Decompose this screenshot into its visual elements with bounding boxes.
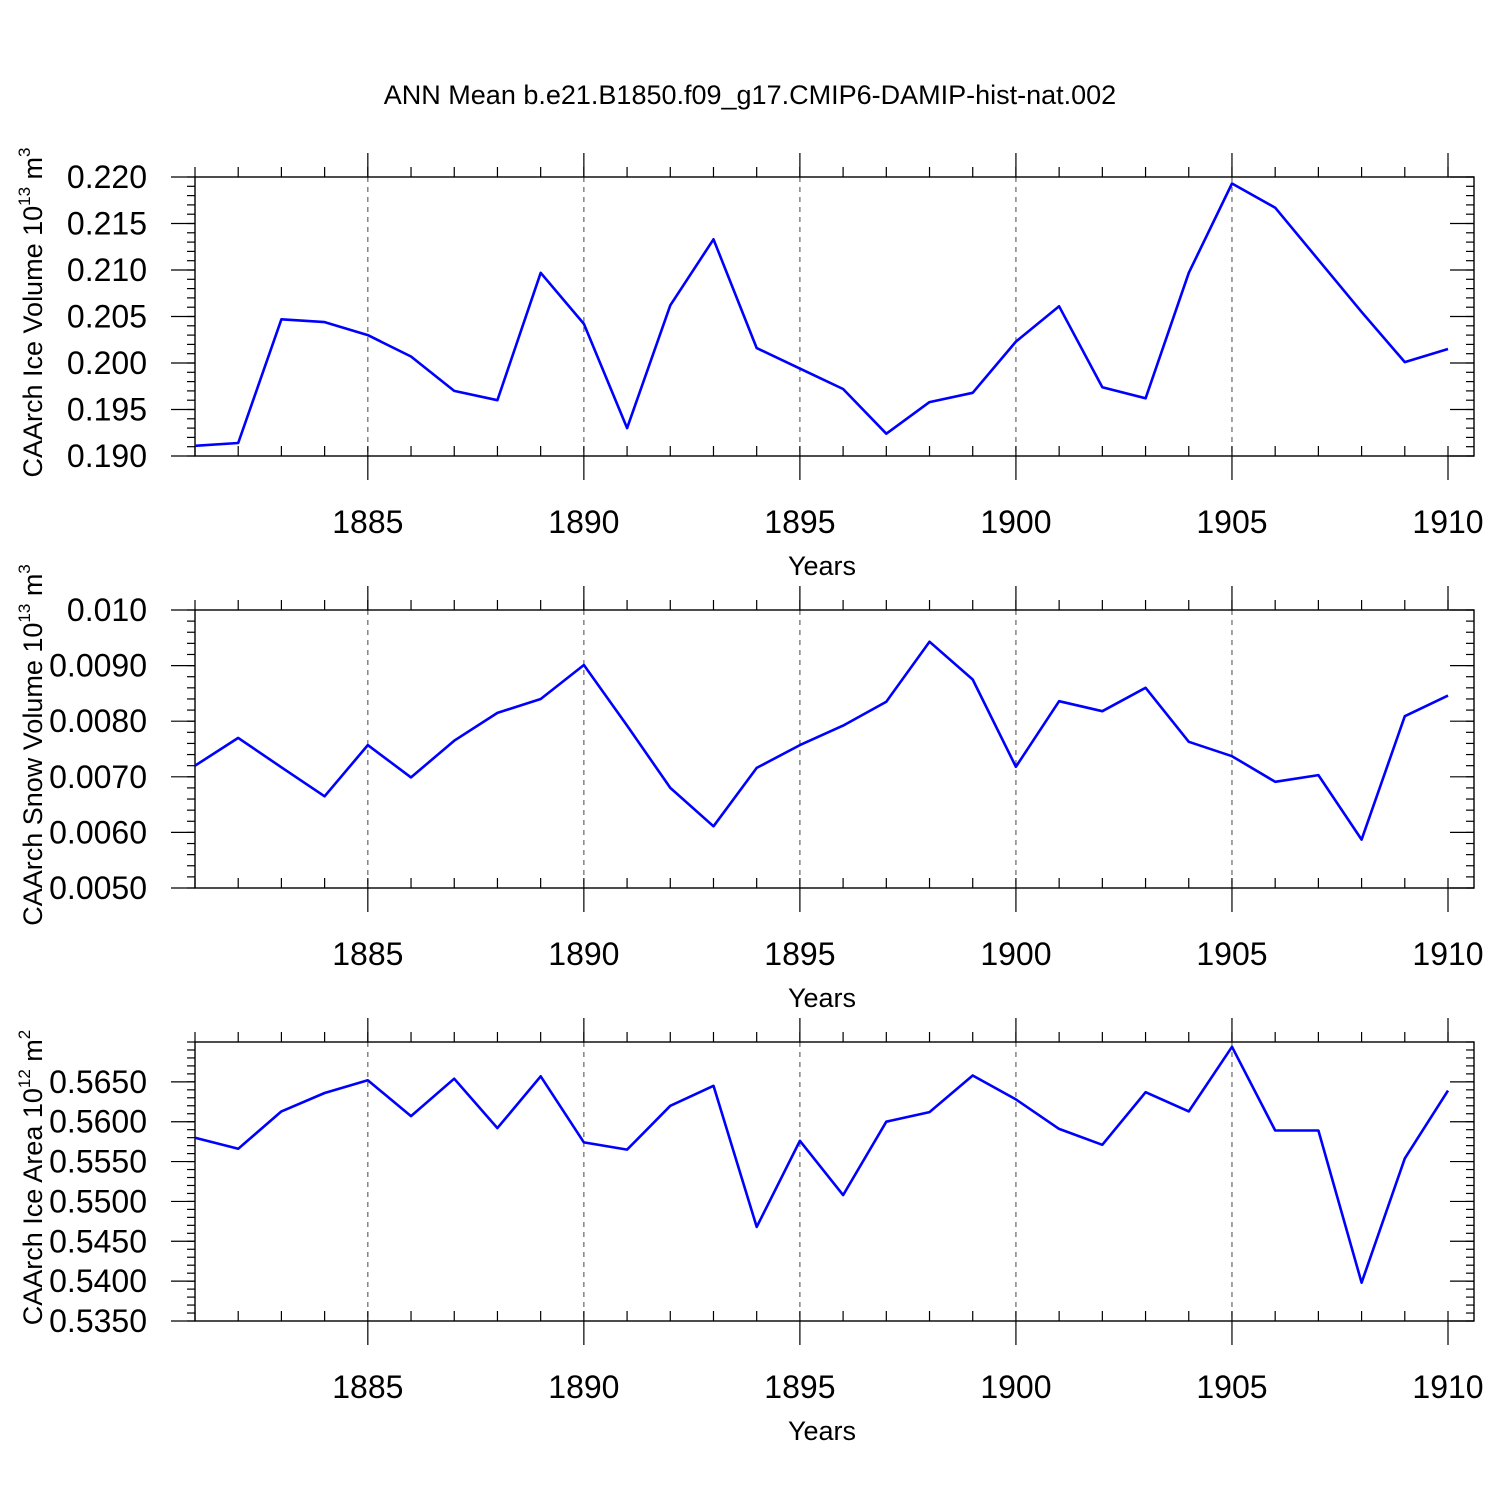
- y-axis-label: CAArch Ice Volume 1013 m3: [15, 147, 48, 477]
- plot-frame: [194, 176, 1475, 457]
- y-tick-label: 0.0090: [49, 648, 147, 684]
- y-tick-label: 0.200: [67, 345, 147, 381]
- y-tick-label: 0.0060: [49, 814, 147, 850]
- x-tick-label: 1885: [332, 1369, 403, 1405]
- series-line: [194, 1045, 1450, 1284]
- chart-panels: 1885 1890 1895 1900 1905 1910 0.190 0.195 0.200 0…: [15, 147, 1484, 1446]
- y-axis-label: CAArch Snow Volume 1013 m3: [15, 564, 48, 926]
- y-tick-label: 0.5450: [49, 1223, 147, 1259]
- x-tick-label: 1905: [1196, 1369, 1267, 1405]
- x-tick-label: 1900: [980, 1369, 1051, 1405]
- x-tick-label: 1895: [764, 936, 835, 972]
- x-tick-label: 1900: [980, 504, 1051, 540]
- y-tick-label: 0.5550: [49, 1144, 147, 1180]
- x-tick-label: 1890: [548, 1369, 619, 1405]
- chart-panel-2: 1885 1890 1895 1900 1905 1910 0.0050 0.0060 0.00…: [15, 564, 1484, 1013]
- y-axis-label: CAArch Ice Area 1012 m2: [15, 1030, 48, 1326]
- x-axis-label: Years: [788, 551, 856, 581]
- x-tick-label: 1905: [1196, 504, 1267, 540]
- y-tick-label: 0.010: [67, 592, 147, 628]
- x-tick-label: 1900: [980, 936, 1051, 972]
- y-tick-label: 0.220: [67, 159, 147, 195]
- plot-frame: [194, 1041, 1475, 1322]
- y-tick-label: 0.5400: [49, 1263, 147, 1299]
- x-tick-label: 1885: [332, 936, 403, 972]
- chart-panel-1: 1885 1890 1895 1900 1905 1910 0.190 0.195 0.200 0…: [15, 147, 1484, 581]
- x-tick-label: 1910: [1412, 936, 1483, 972]
- x-tick-label: 1890: [548, 936, 619, 972]
- y-tick-label: 0.195: [67, 392, 147, 428]
- y-tick-label: 0.0050: [49, 870, 147, 906]
- y-tick-label: 0.5500: [49, 1183, 147, 1219]
- x-tick-label: 1910: [1412, 504, 1483, 540]
- y-tick-label: 0.5650: [49, 1064, 147, 1100]
- y-tick-label: 0.5350: [49, 1303, 147, 1339]
- x-axis-label: Years: [788, 1416, 856, 1446]
- y-tick-label: 0.210: [67, 252, 147, 288]
- series-line: [194, 640, 1449, 841]
- series-line: [194, 182, 1449, 448]
- x-tick-label: 1885: [332, 504, 403, 540]
- chart-panel-3: 1885 1890 1895 1900 1905 1910 0.5350 0.5400 0.54…: [15, 1018, 1484, 1446]
- y-tick-label: 0.5600: [49, 1104, 147, 1140]
- y-tick-label: 0.205: [67, 299, 147, 335]
- x-tick-label: 1910: [1412, 1369, 1483, 1405]
- x-tick-label: 1895: [764, 504, 835, 540]
- y-tick-label: 0.215: [67, 206, 147, 242]
- y-tick-label: 0.190: [67, 438, 147, 474]
- chart-title: ANN Mean b.e21.B1850.f09_g17.CMIP6-DAMIP…: [384, 80, 1116, 110]
- y-tick-label: 0.0080: [49, 703, 147, 739]
- x-tick-label: 1895: [764, 1369, 835, 1405]
- y-tick-label: 0.0070: [49, 759, 147, 795]
- plot-frame: [194, 609, 1475, 889]
- x-axis-label: Years: [788, 983, 856, 1013]
- x-tick-label: 1890: [548, 504, 619, 540]
- x-tick-label: 1905: [1196, 936, 1267, 972]
